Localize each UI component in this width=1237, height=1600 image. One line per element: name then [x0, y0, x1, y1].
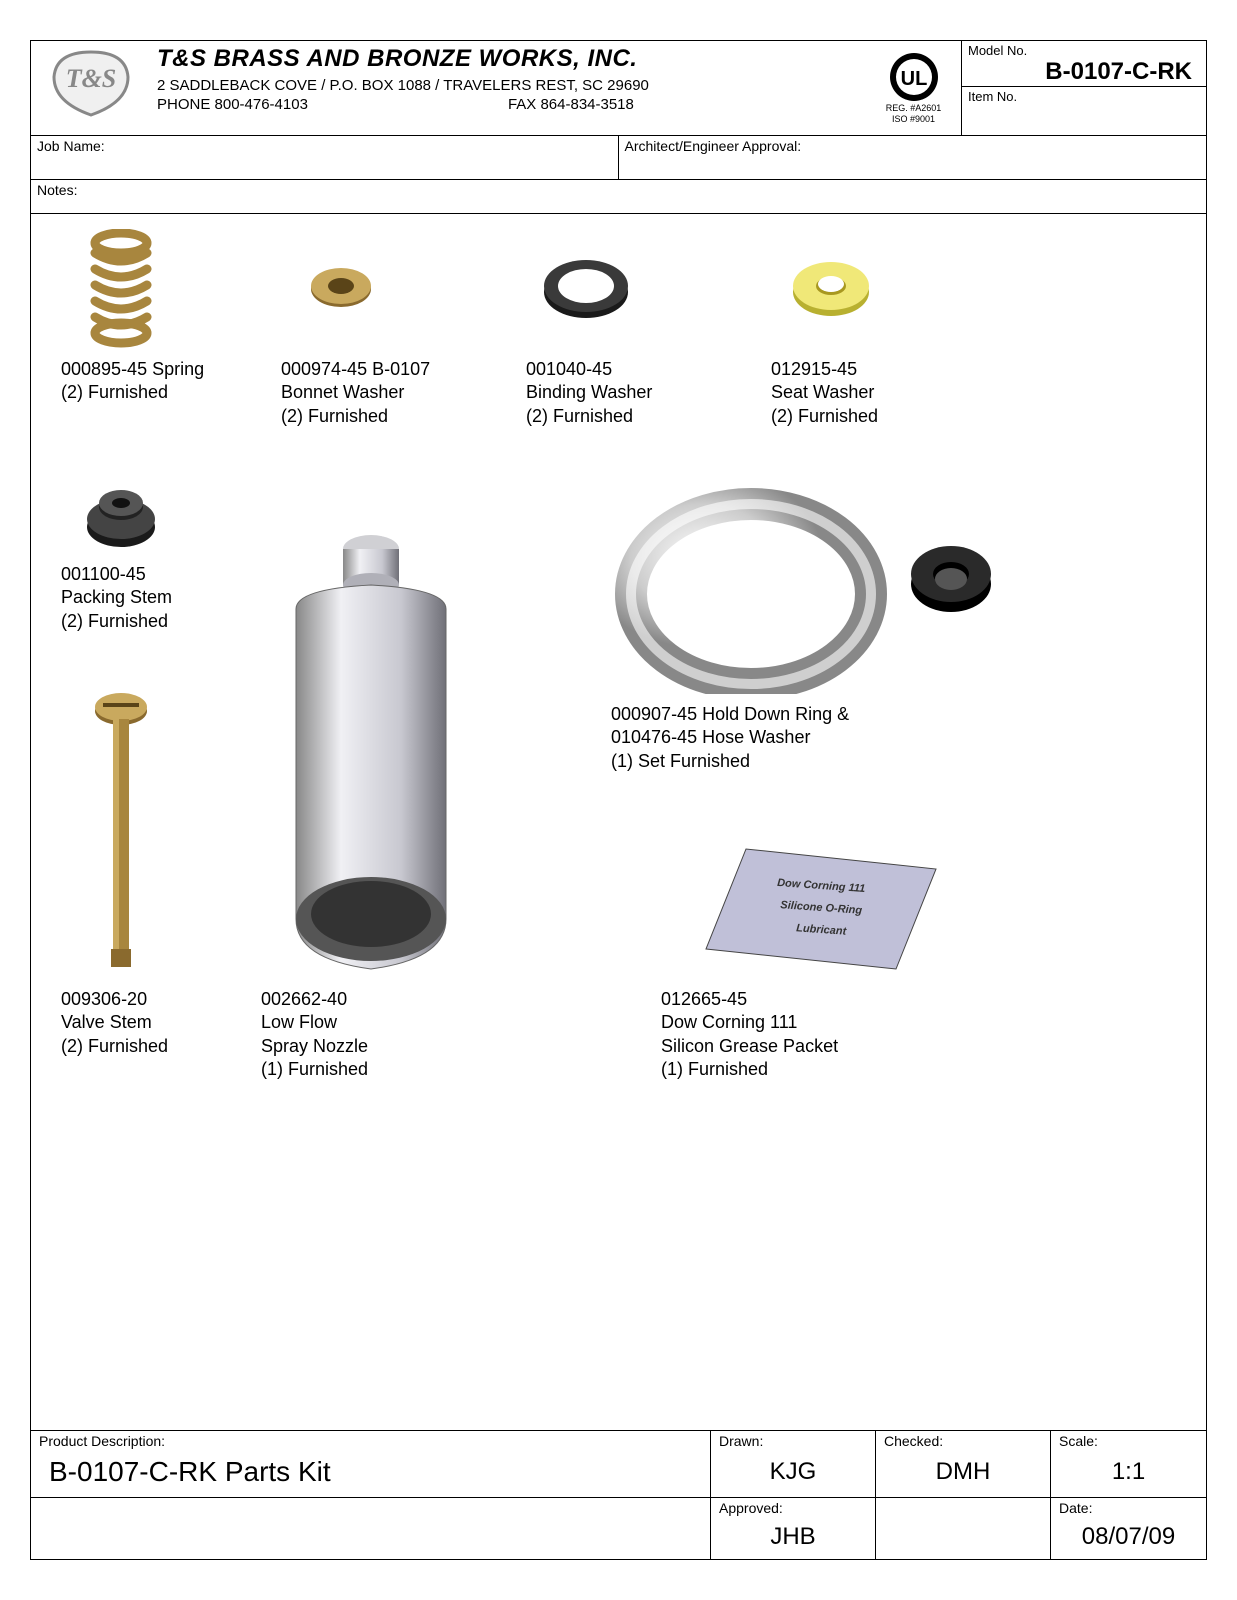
drawn-label: Drawn:: [719, 1433, 867, 1449]
part-grease: Dow Corning 111 Silicone O-Ring Lubrican…: [661, 834, 961, 1082]
seat-qty: (2) Furnished: [771, 405, 891, 428]
drawn-cell: Drawn: KJG: [711, 1431, 876, 1497]
grease-pn: 012665-45: [661, 988, 961, 1011]
packet-icon: Dow Corning 111 Silicone O-Ring Lubrican…: [666, 839, 956, 979]
company-name: T&S BRASS AND BRONZE WORKS, INC.: [157, 45, 860, 73]
spring-qty: (2) Furnished: [61, 381, 204, 404]
binding-qty: (2) Furnished: [526, 405, 652, 428]
model-label: Model No.: [968, 43, 1200, 58]
item-cell: Item No.: [962, 87, 1206, 135]
date-cell: Date: 08/07/09: [1051, 1498, 1206, 1559]
logo-cell: T&S: [31, 41, 151, 135]
job-row: Job Name: Architect/Engineer Approval:: [31, 136, 1206, 180]
nozzle-qty: (1) Furnished: [261, 1058, 481, 1081]
date-value: 08/07/09: [1059, 1516, 1198, 1557]
date-label: Date:: [1059, 1500, 1198, 1516]
drawn-value: KJG: [719, 1449, 867, 1495]
holddown-qty: (1) Set Furnished: [611, 750, 1011, 773]
prod-desc-value: B-0107-C-RK Parts Kit: [39, 1449, 702, 1495]
packing-stem-icon: [81, 477, 161, 552]
valvestem-pn: 009306-20: [61, 988, 181, 1011]
seat-name: Seat Washer: [771, 381, 891, 404]
packing-pn: 001100-45: [61, 563, 181, 586]
blank-cell: [876, 1498, 1051, 1559]
holddown-icon: [611, 474, 1011, 694]
footer: Product Description: B-0107-C-RK Parts K…: [31, 1430, 1206, 1559]
grease-name: Dow Corning 111: [661, 1011, 961, 1034]
binding-pn: 001040-45: [526, 358, 652, 381]
scale-value: 1:1: [1059, 1449, 1198, 1495]
model-value: B-0107-C-RK: [968, 58, 1200, 86]
part-holddown: 000907-45 Hold Down Ring & 010476-45 Hos…: [611, 469, 1011, 773]
job-name-cell: Job Name:: [31, 136, 619, 179]
cert-reg: REG. #A2601: [886, 103, 942, 114]
ul-cell: UL REG. #A2601 ISO #9001: [866, 41, 961, 135]
holddown-l2: 010476-45 Hose Washer: [611, 726, 1011, 749]
nozzle-name: Low Flow: [261, 1011, 481, 1034]
header-row: T&S T&S BRASS AND BRONZE WORKS, INC. 2 S…: [31, 41, 1206, 136]
grease-name2: Silicon Grease Packet: [661, 1035, 961, 1058]
packing-qty: (2) Furnished: [61, 610, 181, 633]
bonnet-qty: (2) Furnished: [281, 405, 430, 428]
approved-value: JHB: [719, 1516, 867, 1557]
binding-washer-icon: [539, 254, 634, 324]
svg-text:UL: UL: [900, 68, 927, 90]
spring-icon: [81, 229, 161, 349]
checked-label: Checked:: [884, 1433, 1042, 1449]
drawing-area: 000895-45 Spring (2) Furnished 000974-45…: [31, 214, 1206, 1430]
valvestem-qty: (2) Furnished: [61, 1035, 181, 1058]
bonnet-name: Bonnet Washer: [281, 381, 430, 404]
svg-text:T&S: T&S: [65, 64, 116, 93]
part-valvestem: 009306-20 Valve Stem (2) Furnished: [61, 684, 181, 1058]
notes-row: Notes:: [31, 180, 1206, 214]
part-binding: 001040-45 Binding Washer (2) Furnished: [526, 224, 652, 428]
footer-row1: Product Description: B-0107-C-RK Parts K…: [31, 1430, 1206, 1497]
part-packing: 001100-45 Packing Stem (2) Furnished: [61, 469, 181, 633]
valvestem-name: Valve Stem: [61, 1011, 181, 1034]
approved-label: Approved:: [719, 1500, 867, 1516]
grease-qty: (1) Furnished: [661, 1058, 961, 1081]
right-header: Model No. B-0107-C-RK Item No.: [961, 41, 1206, 135]
arch-cell: Architect/Engineer Approval:: [619, 136, 1207, 179]
nozzle-pn: 002662-40: [261, 988, 481, 1011]
spec-sheet: T&S T&S BRASS AND BRONZE WORKS, INC. 2 S…: [30, 40, 1207, 1560]
notes-label: Notes:: [37, 182, 77, 198]
checked-cell: Checked: DMH: [876, 1431, 1051, 1497]
ul-logo: UL: [888, 51, 940, 103]
packing-name: Packing Stem: [61, 586, 181, 609]
arch-label: Architect/Engineer Approval:: [625, 138, 802, 154]
phone-row: PHONE 800-476-4103 FAX 864-834-3518: [157, 96, 860, 113]
checked-value: DMH: [884, 1449, 1042, 1495]
bonnet-pn: 000974-45 B-0107: [281, 358, 430, 381]
part-seat: 012915-45 Seat Washer (2) Furnished: [771, 224, 891, 428]
binding-name: Binding Washer: [526, 381, 652, 404]
holddown-l1: 000907-45 Hold Down Ring &: [611, 703, 1011, 726]
valve-stem-icon: [91, 689, 151, 979]
bonnet-washer-icon: [306, 254, 376, 324]
company-fax: FAX 864-834-3518: [508, 96, 634, 113]
company-address: 2 SADDLEBACK COVE / P.O. BOX 1088 / TRAV…: [157, 77, 860, 94]
seat-pn: 012915-45: [771, 358, 891, 381]
scale-label: Scale:: [1059, 1433, 1198, 1449]
part-spring: 000895-45 Spring (2) Furnished: [61, 224, 204, 405]
nozzle-name2: Spray Nozzle: [261, 1035, 481, 1058]
part-nozzle: 002662-40 Low Flow Spray Nozzle (1) Furn…: [261, 514, 481, 1082]
prod-desc-label: Product Description:: [39, 1433, 702, 1449]
cert-iso: ISO #9001: [892, 114, 935, 125]
approved-cell: Approved: JHB: [711, 1498, 876, 1559]
item-label: Item No.: [968, 89, 1017, 104]
part-bonnet: 000974-45 B-0107 Bonnet Washer (2) Furni…: [281, 224, 430, 428]
company-phone: PHONE 800-476-4103: [157, 96, 308, 113]
footer-row2: Approved: JHB Date: 08/07/09: [31, 1497, 1206, 1559]
ts-logo: T&S: [44, 47, 139, 122]
model-cell: Model No. B-0107-C-RK: [962, 41, 1206, 87]
prod-desc-cell: Product Description: B-0107-C-RK Parts K…: [31, 1431, 711, 1497]
job-label: Job Name:: [37, 138, 105, 154]
blank-desc-cell: [31, 1498, 711, 1559]
spring-pn: 000895-45 Spring: [61, 358, 204, 381]
seat-washer-icon: [786, 254, 876, 324]
scale-cell: Scale: 1:1: [1051, 1431, 1206, 1497]
company-cell: T&S BRASS AND BRONZE WORKS, INC. 2 SADDL…: [151, 41, 866, 135]
nozzle-icon: [266, 519, 476, 979]
